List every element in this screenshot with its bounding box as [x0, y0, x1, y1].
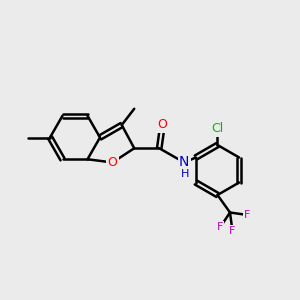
Text: O: O: [108, 156, 117, 169]
Text: F: F: [229, 226, 236, 236]
Text: Cl: Cl: [212, 122, 224, 135]
Text: H: H: [181, 169, 190, 179]
Text: O: O: [158, 118, 167, 131]
Text: F: F: [244, 210, 251, 220]
Text: F: F: [217, 223, 223, 232]
Text: N: N: [179, 155, 189, 170]
